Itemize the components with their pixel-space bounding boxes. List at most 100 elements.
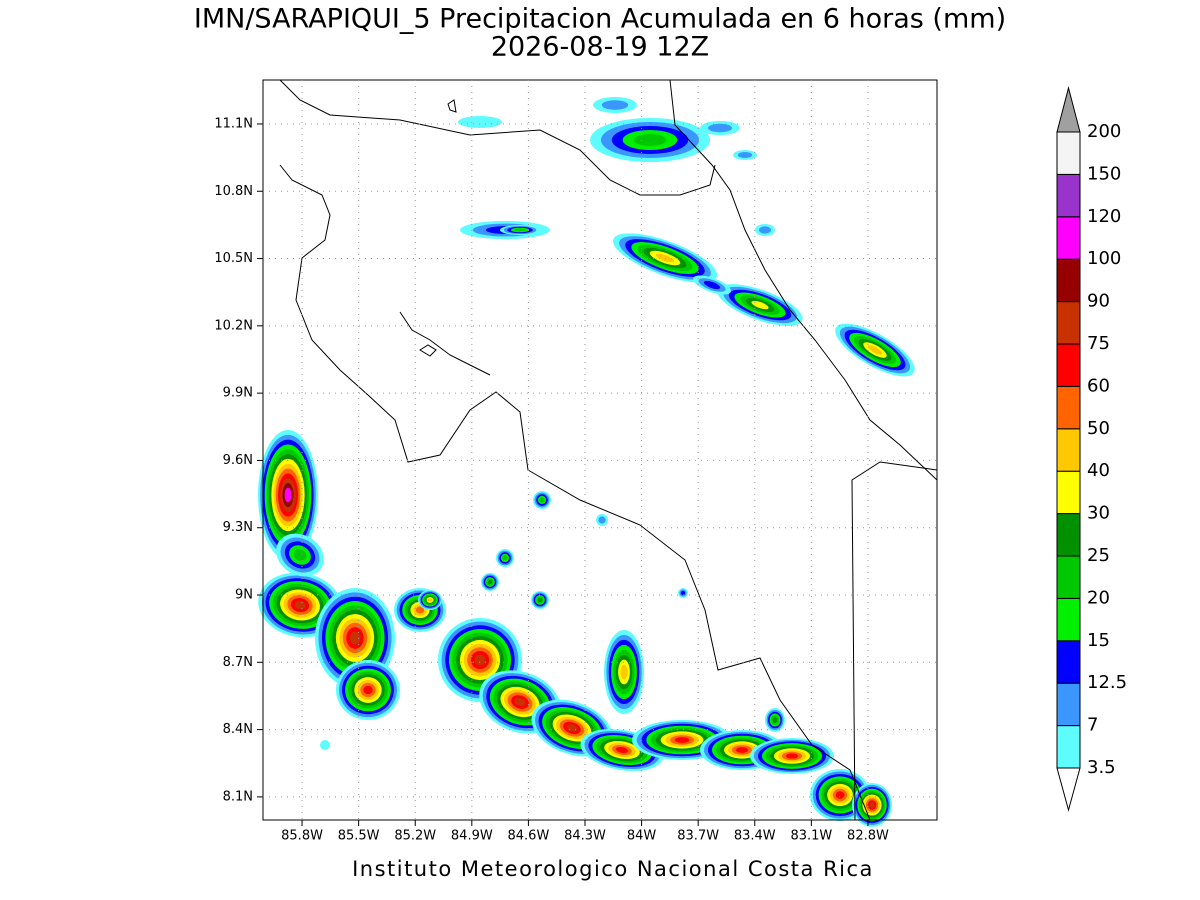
island	[419, 344, 437, 357]
title: IMN/SARAPIQUI_5 Precipitacion Acumulada …	[194, 4, 1006, 35]
precipitation-field	[258, 97, 915, 827]
colorbar-box	[1056, 343, 1081, 387]
x-tick-label: 82.8W	[847, 829, 889, 844]
precip-contour	[415, 606, 425, 614]
colorbar-box	[1056, 258, 1081, 303]
precip-contour	[284, 487, 292, 503]
precip-contour	[703, 280, 721, 290]
precip-contour	[502, 555, 508, 561]
precip-contour	[427, 598, 433, 602]
precip-contour	[293, 549, 307, 561]
precip-contour	[537, 597, 543, 603]
precip-contour	[487, 579, 493, 585]
x-tick-label: 84.3W	[564, 829, 606, 844]
precip-contour	[786, 753, 798, 759]
colorbar-label: 150	[1087, 163, 1121, 184]
colorbar-label: 40	[1087, 460, 1110, 481]
precip-contour	[363, 685, 373, 695]
colorbar-label: 200	[1087, 121, 1121, 142]
y-tick-label: 8.4N	[223, 722, 253, 737]
x-tick-label: 83.7W	[677, 829, 719, 844]
y-tick-label: 10.5N	[214, 251, 253, 266]
x-tick-label: 84.9W	[451, 829, 493, 844]
colorbar-box	[1056, 301, 1081, 345]
colorbar-box	[1056, 385, 1081, 430]
precip-contour	[474, 654, 486, 666]
precip-contour	[616, 746, 628, 754]
precip-contour	[598, 516, 606, 524]
coastline	[851, 461, 938, 821]
colorbar-box	[1056, 513, 1081, 557]
precip-contour	[751, 300, 769, 310]
colorbar-box	[1056, 597, 1081, 642]
subtitle: 2026-08-19 12Z	[491, 32, 709, 63]
colorbar-label: 3.5	[1087, 757, 1116, 778]
y-tick-label: 10.2N	[214, 318, 253, 333]
precip-contour	[737, 152, 753, 158]
colorbar-label: 100	[1087, 248, 1121, 269]
precip-contour	[869, 802, 875, 808]
colorbar-label: 12.5	[1087, 672, 1127, 693]
precip-contour	[867, 345, 883, 355]
precip-contour	[708, 123, 732, 133]
y-tick-label: 9.6N	[223, 453, 253, 468]
precip-contour	[772, 717, 778, 723]
y-tick-label: 9.9N	[223, 386, 253, 401]
precip-contour	[458, 116, 502, 128]
colorbar-label: 25	[1087, 545, 1110, 566]
x-tick-label: 83.4W	[734, 829, 776, 844]
colorbar-label: 60	[1087, 375, 1110, 396]
island	[447, 99, 457, 113]
precip-contour	[620, 664, 628, 680]
coastline	[279, 79, 716, 196]
precip-contour	[514, 697, 526, 707]
precip-contour	[674, 737, 690, 743]
credit: Instituto Meteorologico Nacional Costa R…	[352, 857, 874, 881]
colorbar-label: 15	[1087, 630, 1110, 651]
colorbar-label: 50	[1087, 418, 1110, 439]
colorbar-label: 120	[1087, 206, 1121, 227]
precip-contour	[539, 497, 545, 503]
x-tick-label: 85.5W	[338, 829, 380, 844]
colorbar-under	[1056, 767, 1081, 812]
precip-contour	[655, 253, 675, 263]
coastline	[669, 79, 938, 481]
coastlines	[279, 79, 938, 821]
y-tick-label: 9.3N	[223, 520, 253, 535]
colorbar-box	[1056, 428, 1081, 472]
precip-contour	[294, 600, 306, 610]
y-tick-label: 11.1N	[214, 116, 253, 131]
precip-contour	[349, 631, 361, 645]
precip-contour	[759, 226, 771, 234]
colorbar-label: 75	[1087, 333, 1110, 354]
precip-contour	[835, 791, 845, 799]
precip-contour	[601, 100, 629, 110]
colorbar-box	[1056, 555, 1081, 599]
colorbar-box	[1056, 173, 1081, 218]
x-tick-label: 83.1W	[790, 829, 832, 844]
precip-contour	[514, 228, 526, 232]
x-tick-label: 85.8W	[281, 829, 323, 844]
colorbar-box	[1056, 682, 1081, 727]
coastline	[279, 164, 871, 821]
colorbar-label: 30	[1087, 503, 1110, 524]
precip-contour	[320, 740, 330, 750]
precip-contour	[680, 590, 686, 596]
x-tick-label: 84.6W	[508, 829, 550, 844]
y-tick-label: 10.8N	[214, 184, 253, 199]
coastline	[399, 311, 491, 376]
colorbar-label: 90	[1087, 291, 1110, 312]
y-tick-label: 8.7N	[223, 655, 253, 670]
x-tick-label: 84W	[627, 829, 657, 844]
colorbar-box	[1056, 131, 1081, 175]
colorbar-label: 7	[1087, 715, 1098, 736]
y-tick-label: 8.1N	[223, 789, 253, 804]
colorbar-box	[1056, 640, 1081, 684]
map-frame	[262, 79, 938, 821]
colorbar-box	[1056, 216, 1081, 260]
colorbar-label: 20	[1087, 587, 1110, 608]
y-tick-label: 9N	[235, 588, 253, 603]
colorbar-box	[1056, 470, 1081, 515]
x-tick-label: 85.2W	[394, 829, 436, 844]
